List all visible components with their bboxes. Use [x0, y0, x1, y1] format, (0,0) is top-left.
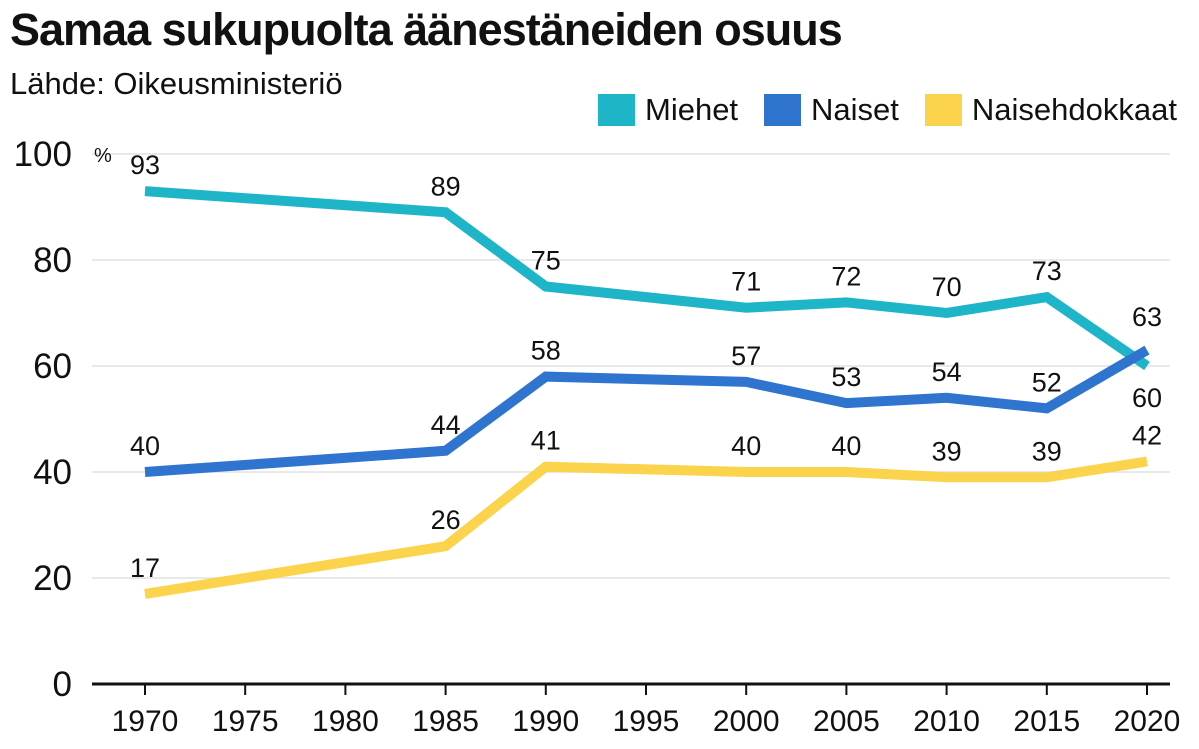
data-label-naisehdokkaat: 17: [130, 553, 160, 583]
x-tick-label: 1980: [312, 705, 379, 738]
data-labels: 93 89 75 71 72 70 73 60 40 44 58 57 53 54 52 63 17 26 41 40…: [130, 150, 1162, 583]
y-axis-unit: %: [94, 145, 112, 167]
x-tick-label: 2000: [713, 705, 780, 738]
data-label-miehet: 75: [531, 246, 561, 276]
data-label-naisehdokkaat: 39: [932, 436, 962, 466]
legend-swatch-naisehdokkaat: [924, 94, 962, 126]
chart-title: Samaa sukupuolta äänestäneiden osuus: [10, 4, 843, 55]
x-tick-label: 1975: [212, 705, 279, 738]
y-tick-label: 20: [33, 559, 72, 598]
legend-item-miehet: Miehet: [598, 92, 738, 128]
y-axis-ticks: 0 20 40 60 80 100: [14, 135, 72, 704]
x-tick-label: 2005: [813, 705, 880, 738]
legend-swatch-miehet: [598, 94, 635, 126]
legend-label-naisehdokkaat: Naisehdokkaat: [971, 92, 1177, 127]
data-label-naisehdokkaat: 42: [1132, 420, 1162, 450]
series-line-miehet: [144, 186, 1150, 371]
legend: Miehet Naiset Naisehdokkaat: [572, 92, 1177, 128]
chart-subtitle: Lähde: Oikeusministeriö: [10, 66, 343, 101]
x-tick-label: 1995: [613, 705, 680, 738]
legend-item-naisehdokkaat: Naisehdokkaat: [924, 92, 1177, 128]
legend-label-naiset: Naiset: [811, 92, 899, 127]
y-tick-label: 60: [33, 347, 72, 386]
x-tick-label: 2015: [1013, 705, 1080, 738]
data-label-miehet: 60: [1132, 383, 1162, 413]
y-tick-label: 80: [33, 241, 72, 280]
data-label-naisehdokkaat: 40: [731, 431, 761, 461]
legend-swatch-naiset: [764, 94, 802, 126]
data-label-naiset: 58: [531, 336, 561, 366]
x-tick-label: 1990: [512, 705, 579, 738]
data-label-naisehdokkaat: 39: [1032, 436, 1062, 466]
data-label-miehet: 93: [130, 150, 160, 180]
data-label-naiset: 63: [1132, 302, 1162, 332]
data-label-miehet: 70: [932, 272, 962, 302]
y-tick-label: 100: [14, 135, 72, 174]
x-axis: 1970 1975 1980 1985 1990 1995 2000 2005 2010 2015…: [92, 682, 1181, 738]
data-label-naiset: 52: [1032, 367, 1062, 397]
data-label-naisehdokkaat: 40: [831, 431, 861, 461]
data-label-naiset: 53: [831, 362, 861, 392]
data-label-naiset: 57: [731, 341, 761, 371]
grid-lines: [92, 153, 1170, 579]
data-label-miehet: 73: [1032, 256, 1062, 286]
data-label-naiset: 44: [431, 410, 461, 440]
legend-item-naiset: Naiset: [764, 92, 899, 128]
series-line-naisehdokkaat: [144, 456, 1148, 599]
x-tick-label: 2010: [913, 705, 980, 738]
data-label-naisehdokkaat: 41: [531, 426, 561, 456]
x-tick-label: 1985: [412, 705, 479, 738]
data-label-miehet: 71: [731, 267, 761, 297]
y-tick-label: 0: [53, 665, 72, 704]
series-lines: [144, 186, 1150, 599]
data-label-miehet: 72: [831, 261, 861, 291]
legend-label-miehet: Miehet: [645, 92, 739, 127]
data-label-naiset: 40: [130, 431, 160, 461]
data-label-miehet: 89: [431, 171, 461, 201]
data-label-naisehdokkaat: 26: [431, 505, 461, 535]
x-tick-label: 2020: [1114, 705, 1181, 738]
series-line-naiset: [144, 345, 1150, 477]
data-label-naiset: 54: [932, 357, 962, 387]
x-tick-label: 1970: [112, 705, 179, 738]
y-tick-label: 40: [33, 453, 72, 492]
